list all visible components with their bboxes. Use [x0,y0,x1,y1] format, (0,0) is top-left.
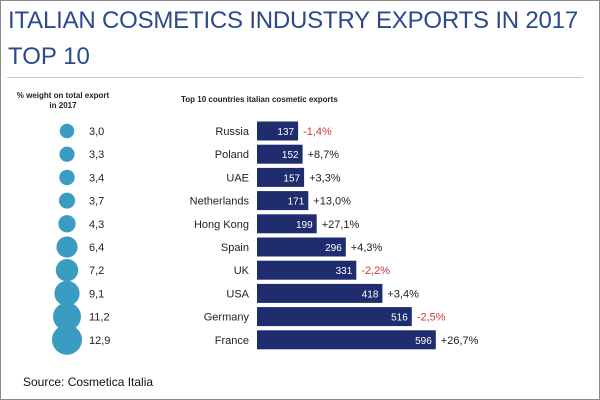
bubble-column-header: % weight on total export in 2017 [16,91,110,110]
share-bubble [54,280,80,306]
share-label: 11,2 [89,312,110,324]
country-label: Netherlands [190,196,250,208]
share-label: 3,4 [89,172,104,184]
bar [257,283,383,303]
change-label: +3,4% [387,288,419,300]
country-label: USA [226,288,249,300]
share-bubble [53,302,81,331]
share-label: 6,4 [89,242,104,254]
country-label: France [215,335,249,347]
change-label: +13,0% [313,196,351,208]
bar-value-label: 516 [391,313,408,324]
share-bubble [52,324,82,355]
bar [257,144,303,164]
country-label: Germany [204,312,250,324]
country-label: Poland [215,149,249,161]
bar [257,121,299,141]
bar [257,237,346,257]
divider [7,77,583,78]
share-bubble [58,192,76,209]
bar-value-label: 296 [325,243,342,254]
change-label: +4,3% [351,242,383,254]
bar [257,307,412,327]
share-label: 9,1 [89,288,104,300]
share-label: 3,0 [89,126,104,138]
change-label: +27,1% [322,219,360,231]
share-bubble [59,146,75,162]
bar-value-label: 199 [296,220,313,231]
bar [257,167,305,187]
share-label: 3,3 [89,149,104,161]
change-label: +3,3% [309,172,341,184]
bar-value-label: 137 [277,127,294,138]
change-label: -1,4% [303,126,332,138]
share-bubble [58,215,76,233]
bar [257,191,309,211]
change-label: -2,2% [361,265,390,277]
change-label: +26,7% [441,335,479,347]
bar-value-label: 171 [288,197,305,208]
bar-value-label: 157 [283,173,300,184]
bar-value-label: 596 [415,336,432,347]
bar-value-label: 418 [362,289,379,300]
change-label: +8,7% [308,149,340,161]
share-bubble [55,258,79,282]
country-label: Hong Kong [194,219,249,231]
country-label: Spain [221,242,249,254]
bar-chart-subtitle: Top 10 countries italian cosmetic export… [181,95,338,104]
page-subtitle: TOP 10 [8,43,90,70]
share-bubble [56,236,78,258]
page-title: ITALIAN COSMETICS INDUSTRY EXPORTS IN 20… [8,7,578,34]
bar [257,260,357,280]
country-label: UAE [226,172,249,184]
bar-value-label: 331 [336,266,353,277]
bar [257,330,436,350]
share-label: 7,2 [89,265,104,277]
share-label: 12,9 [89,335,110,347]
source-note: Source: Cosmetica Italia [23,375,154,389]
bar-value-label: 152 [282,150,299,161]
share-label: 3,7 [89,196,104,208]
country-label: Russia [215,126,250,138]
change-label: -2,5% [417,312,446,324]
share-label: 4,3 [89,219,104,231]
share-bubble [59,123,75,139]
country-label: UK [234,265,250,277]
share-bubble [59,169,75,186]
bar [257,214,317,234]
